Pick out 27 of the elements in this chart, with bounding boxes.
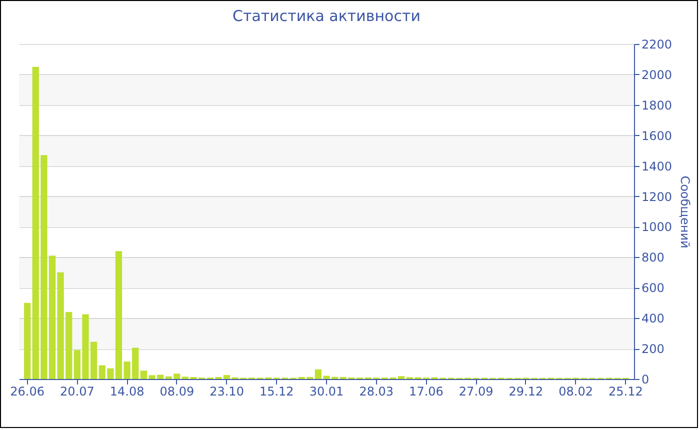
x-tick-label: 15.12 <box>259 384 294 398</box>
y-tick-label: 2000 <box>642 68 672 82</box>
y-tick-label: 1000 <box>642 220 672 234</box>
x-tick-label: 14.08 <box>110 384 144 398</box>
y-tick-label: 400 <box>642 312 664 326</box>
x-tick-label: 20.07 <box>60 384 94 398</box>
y-tick-label: 1800 <box>642 98 672 112</box>
x-tick-label: 29.12 <box>508 384 544 398</box>
y-tick-label: 800 <box>642 250 664 265</box>
x-tick-label: 28.03 <box>359 384 394 398</box>
y-axis-title: Сообщений <box>678 176 692 248</box>
y-tick-label: 600 <box>642 281 664 296</box>
chart-title: Статистика активности <box>232 7 420 25</box>
x-tick-label: 23.10 <box>210 384 244 398</box>
y-tick-label: 1600 <box>642 128 672 143</box>
x-tick-label: 26.06 <box>10 384 44 398</box>
x-tick-label: 08.02 <box>558 384 594 398</box>
y-tick-label: 2200 <box>642 38 672 52</box>
x-tick-label: 25.12 <box>608 384 643 398</box>
x-tick-label: 08.09 <box>160 384 194 398</box>
y-tick-label: 0 <box>642 372 650 386</box>
x-tick-label: 17.06 <box>409 384 444 398</box>
y-tick-label: 1400 <box>642 159 672 174</box>
y-tick-label: 1200 <box>642 190 672 204</box>
x-tick-label: 27.09 <box>458 384 494 398</box>
y-tick-label: 200 <box>642 342 664 356</box>
x-tick-label: 30.01 <box>309 384 344 398</box>
